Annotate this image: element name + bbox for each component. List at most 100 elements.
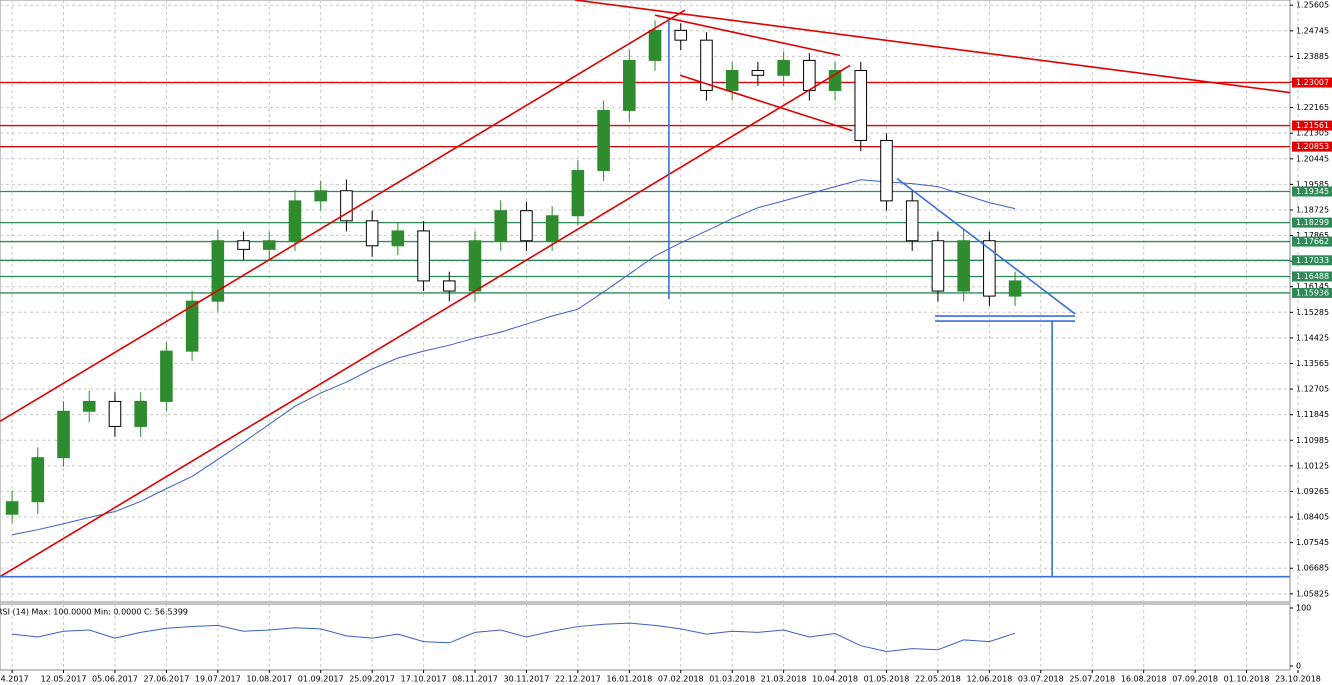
x-tick-label: 25.09.2017 [349,675,395,684]
trend-line [0,64,851,578]
trend-line [0,9,686,423]
y-tick-label: 1.18725 [1296,205,1329,214]
y-tick-label: 1.15285 [1296,308,1329,317]
candle-body [314,190,327,202]
x-tick-label: 22.05.2018 [915,675,961,684]
level-label: 1.17033 [1296,256,1329,265]
rsi-tick-label: 0 [1296,662,1301,671]
rsi-pane [0,603,1291,671]
y-tick-label: 1.19585 [1296,180,1329,189]
y-tick-label: 1.24745 [1296,26,1329,35]
x-tick-label: 12.05.2017 [41,675,87,684]
candle-body [725,70,739,91]
x-tick-label: 30.11.2017 [504,675,550,684]
candle-body [571,170,585,217]
level-tag [1292,141,1332,152]
level-label: 1.17662 [1296,237,1329,246]
y-tick-label: 1.14425 [1296,333,1329,342]
candle-body [160,350,173,402]
trend-line [679,74,853,132]
candle-body [751,70,765,76]
candle-body [674,29,688,41]
y-tick-label: 1.22165 [1296,103,1329,112]
level-tag [1292,287,1332,298]
x-tick-label: 23.10.2018 [1275,675,1321,684]
candle-body [905,200,919,242]
candle-body [828,70,842,91]
y-tick-label: 1.09265 [1296,487,1329,496]
x-tick-label: 10.04.2018 [812,675,858,684]
x-tick-label: 19.07.2017 [195,675,241,684]
candle-body [957,240,970,292]
level-tag [1292,77,1332,88]
level-tag [1292,186,1332,197]
x-tick-label: 08.11.2017 [452,675,498,684]
level-tag [1292,120,1332,131]
candle-body [648,29,662,61]
level-tag [1292,217,1332,228]
x-tick-label: 25.07.2018 [1069,675,1115,684]
candle-body [365,220,379,247]
y-tick-label: 1.10125 [1296,461,1329,470]
y-tick-label: 1.25605 [1296,1,1329,10]
candle-body [417,230,430,282]
y-tick-label: 1.20445 [1296,154,1329,163]
y-tick-label: 1.13565 [1296,359,1329,368]
x-tick-label: 01.05.2018 [864,675,910,684]
candle-body [803,59,816,91]
candle-body [262,240,276,250]
level-label: 1.19345 [1296,187,1329,196]
candle-body [82,400,96,412]
candle-body [108,400,122,427]
x-tick-label: 05.06.2017 [92,675,138,684]
moving-average [11,179,1016,536]
candle-body [340,190,353,222]
x-tick-label: 07.02.2018 [658,675,704,684]
x-tick-label: 01.10.2018 [1224,675,1270,684]
rsi-label: RSI (14) Max: 100.0000 Min: 0.0000 C: 56… [0,608,188,617]
candle-body [134,400,147,427]
x-tick-label: 17.10.2017 [401,675,447,684]
candle-body [854,70,868,141]
candle-body [5,501,19,515]
level-label: 1.20853 [1296,142,1329,151]
x-tick-label: 10.08.2017 [246,675,292,684]
level-tag [1292,271,1332,282]
x-tick-label: 21.03.2018 [761,675,807,684]
x-tick-label: 12.06.2018 [966,675,1012,684]
x-tick-label: 04.2017 [0,675,29,684]
candle-body [597,109,610,172]
candle-body [31,457,45,503]
candle-body [185,300,199,352]
candle-body [468,240,482,292]
candle-body [494,210,508,242]
candle-body [777,59,790,76]
candle-body [1008,280,1022,297]
x-tick-label: 01.03.2018 [709,675,755,684]
y-tick-label: 1.11845 [1296,410,1329,419]
level-label: 1.23007 [1296,78,1329,87]
x-tick-label: 16.08.2018 [1121,675,1167,684]
candle-body [700,39,713,91]
candle-body [983,240,996,297]
level-label: 1.16488 [1296,272,1329,281]
y-tick-label: 1.21305 [1296,129,1329,138]
y-tick-label: 1.07545 [1296,538,1329,547]
candle-body [211,240,225,302]
rsi-line [12,622,1016,653]
level-label: 1.15936 [1296,288,1329,297]
y-tick-label: 1.23885 [1296,52,1329,61]
candle-body [237,240,250,250]
y-tick-label: 1.05825 [1296,589,1329,598]
trend-line [654,14,841,57]
level-tag [1292,255,1332,266]
x-tick-label: 16.01.2018 [606,675,652,684]
candle-body [443,280,456,292]
candle-body [288,200,302,242]
x-tick-label: 27.06.2017 [143,675,189,684]
candle-body [545,215,559,242]
level-label: 1.18299 [1296,218,1329,227]
y-tick-label: 1.10985 [1296,436,1329,445]
x-tick-label: 22.12.2017 [555,675,601,684]
